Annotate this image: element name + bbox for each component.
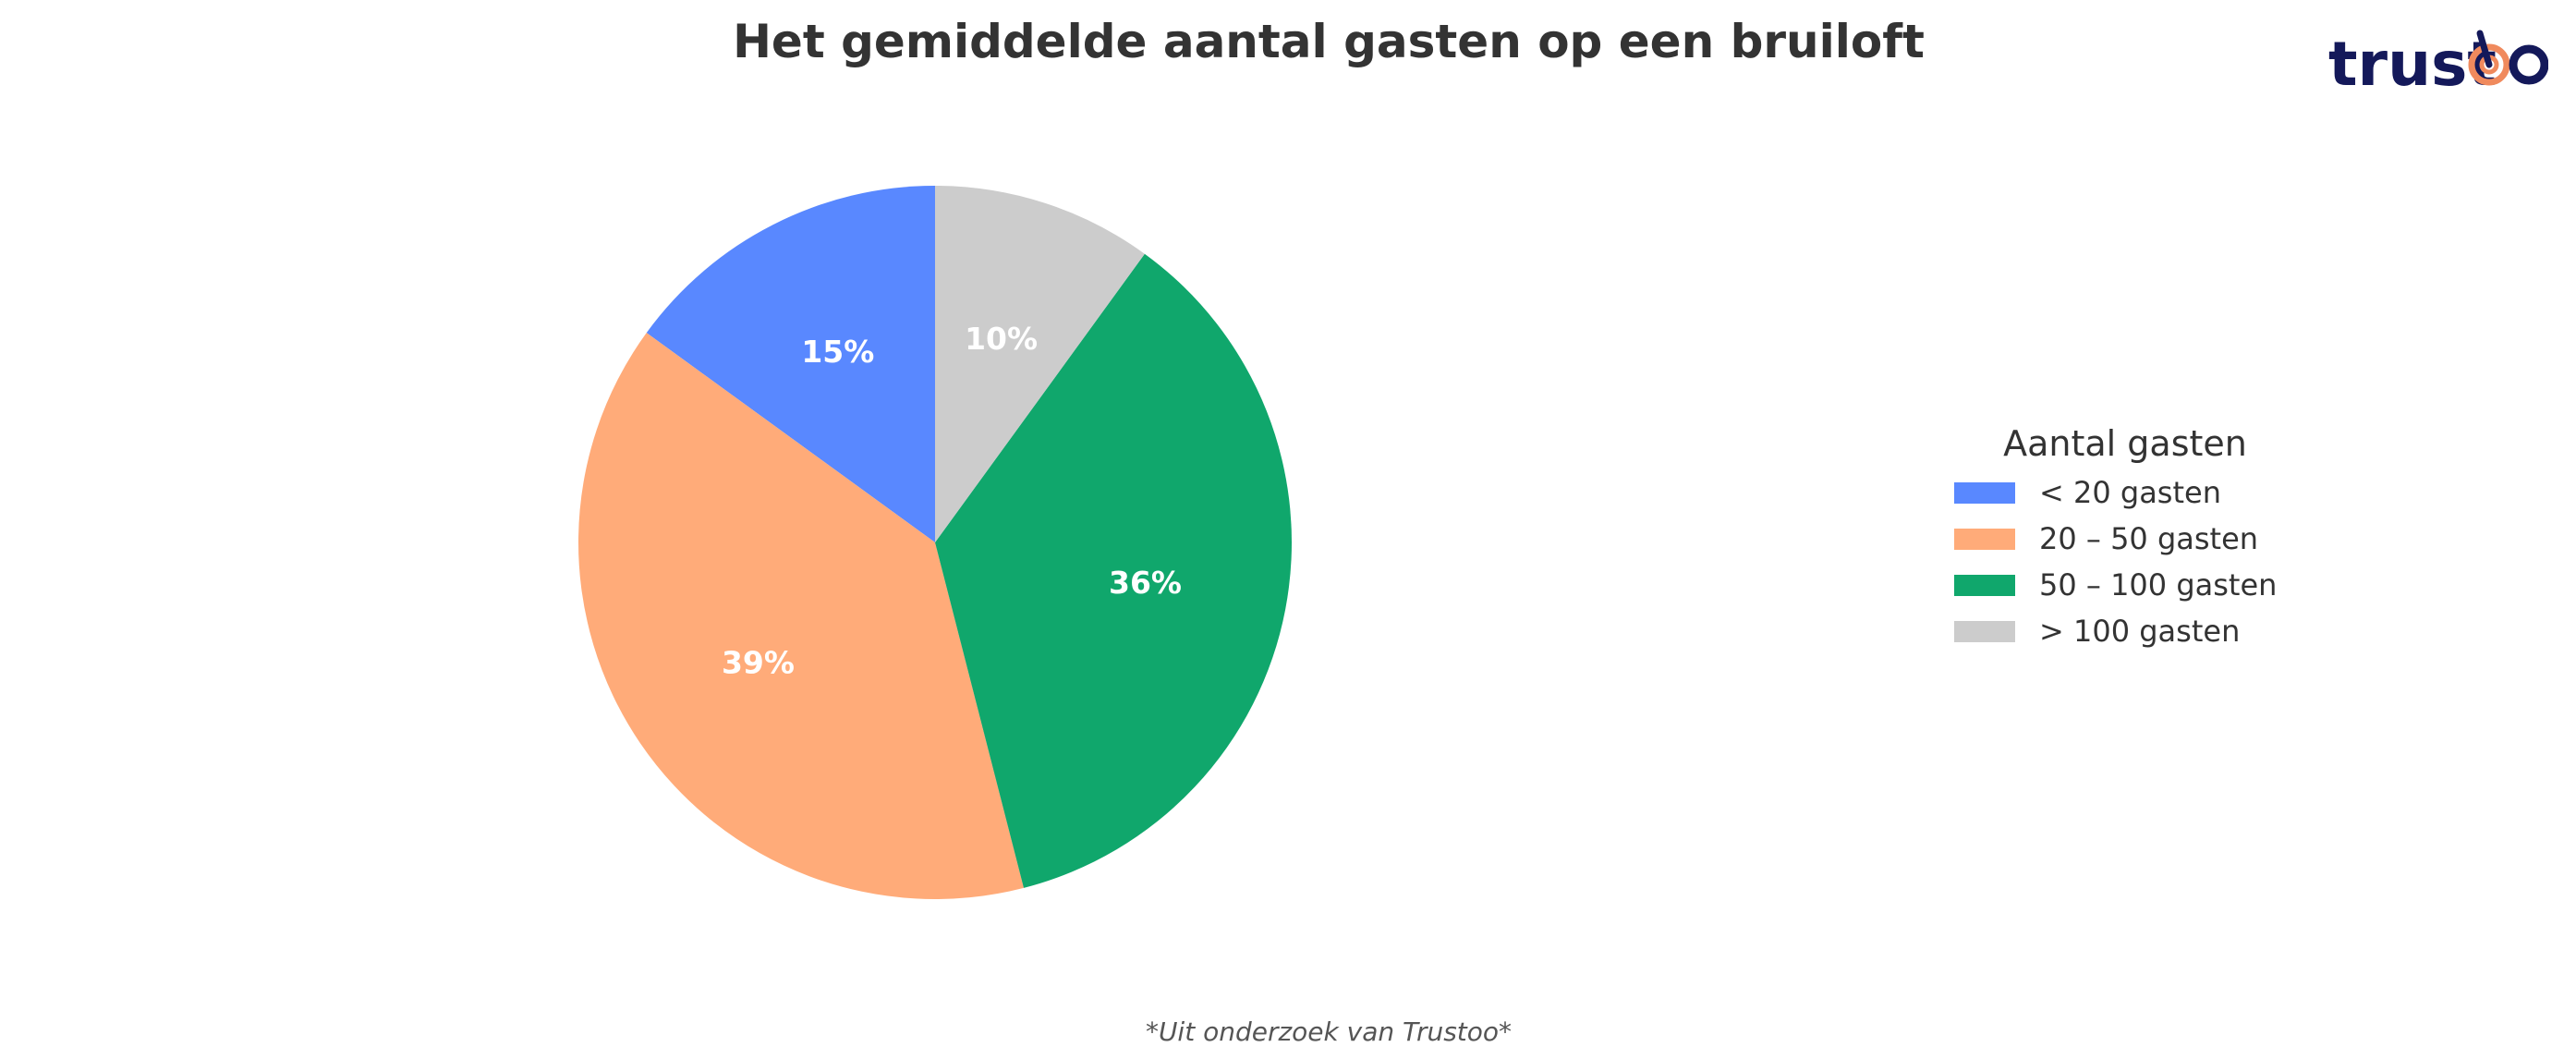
slice-percentage-label: 39%	[722, 645, 795, 681]
legend-title: Aantal gasten	[2003, 423, 2247, 464]
legend-label: 20 – 50 gasten	[2039, 521, 2259, 556]
pie-slice	[935, 186, 1145, 542]
legend-label: 50 – 100 gasten	[2039, 567, 2278, 603]
trustoo-logo: trust	[2328, 29, 2548, 100]
pie-slice	[577, 333, 1024, 900]
legend-item: 20 – 50 gasten	[1954, 516, 2324, 562]
slice-percentage-label: 36%	[1109, 565, 1182, 601]
legend-item: 50 – 100 gasten	[1954, 562, 2324, 608]
slice-percentage-label: 15%	[801, 334, 874, 370]
slice-percentage-label: 10%	[965, 321, 1038, 357]
pie-slice	[646, 186, 935, 542]
chart-title: Het gemiddelde aantal gasten op een brui…	[733, 15, 1925, 68]
legend-label: > 100 gasten	[2039, 614, 2241, 649]
pie-slice	[935, 253, 1292, 888]
legend-swatch	[1954, 620, 2015, 642]
legend-swatch	[1954, 528, 2015, 550]
legend-item: < 20 gasten	[1954, 469, 2324, 516]
legend-label: < 20 gasten	[2039, 475, 2221, 510]
legend: Aantal gasten < 20 gasten 20 – 50 gasten 5…	[1954, 423, 2324, 654]
legend-swatch	[1954, 574, 2015, 596]
footnote: *Uit onderzoek van Trustoo*	[1145, 1016, 1513, 1047]
legend-swatch	[1954, 481, 2015, 504]
legend-item: > 100 gasten	[1954, 608, 2324, 654]
